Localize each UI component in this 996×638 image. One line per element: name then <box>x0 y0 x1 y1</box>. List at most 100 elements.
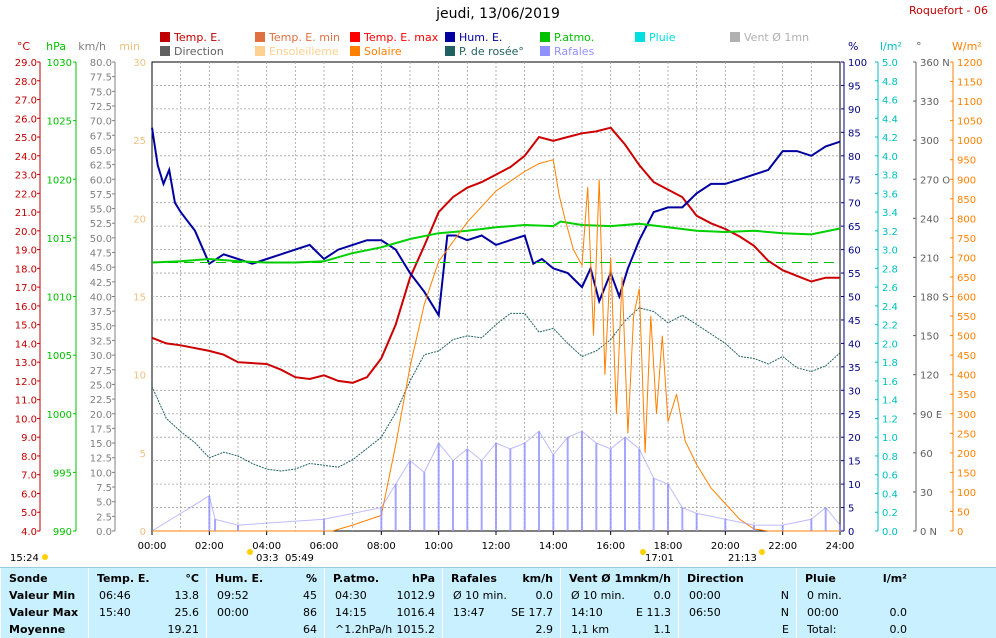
stats-row: 14:10 E 11.3 <box>561 604 679 621</box>
stats-header: Rafales km/h <box>443 570 561 587</box>
chart-title: jeudi, 13/06/2019 <box>436 6 560 22</box>
time-tick-label: 18:00 <box>654 541 683 552</box>
direction-tick-label: 240 <box>920 214 939 225</box>
time-tick-label: 24:00 <box>826 541 855 552</box>
sunshine-tick-label: 0 <box>140 527 146 538</box>
legend-swatch <box>350 46 360 56</box>
humidity-tick-label: 80 <box>848 152 861 163</box>
wind-tick-label: 40.0 <box>90 293 112 304</box>
wind-tick-label: 32.5 <box>90 336 112 347</box>
series-hum-e-line <box>151 127 841 319</box>
series-solaire-line <box>152 159 840 532</box>
stats-time: 09:52 <box>217 589 249 602</box>
rain-tick-label: 1.4 <box>882 396 898 407</box>
temp-tick-label: 25.0 <box>15 133 37 144</box>
legend-item: Solaire <box>350 45 402 59</box>
sun-marker-icon <box>42 554 48 560</box>
temp-tick-label: 21.0 <box>15 208 37 219</box>
rain-tick-label: 1.2 <box>882 414 898 425</box>
solar-tick-label: 1050 <box>957 117 982 128</box>
stats-time: Total: <box>807 623 837 636</box>
stats-value: N <box>780 606 789 619</box>
wind-tick-label: 42.5 <box>90 278 112 289</box>
solar-tick-label: 1100 <box>957 97 982 108</box>
stats-row: 09:52 45 <box>207 587 325 604</box>
humidity-tick-label: 90 <box>848 105 861 116</box>
stats-value: 13.8 <box>174 589 200 602</box>
stats-row: 00:00 N <box>679 587 797 604</box>
temp-tick-label: 20.0 <box>15 227 37 238</box>
time-marker-solar-noon: 17:01 <box>645 553 674 564</box>
stats-header: Direction <box>679 570 797 587</box>
wind-tick-label: 2.5 <box>96 512 112 523</box>
station-link[interactable]: Roquefort - 06 <box>909 4 988 17</box>
pressure-tick-label: 1005 <box>47 351 72 362</box>
solar-tick-label: 800 <box>957 214 976 225</box>
temp-tick-label: 6.0 <box>21 489 37 500</box>
legend-swatch <box>160 32 170 42</box>
wind-tick-label: 22.5 <box>90 395 112 406</box>
legend-label: P.atmo. <box>554 31 595 44</box>
stats-column: P.atmo. hPa 04:30 1012.9 14:15 1016.4 ^1.2hPa/… <box>324 568 443 638</box>
stats-value: 1012.9 <box>396 589 436 602</box>
stats-value: E 11.3 <box>636 606 671 619</box>
time-tick-label: 04:00 <box>252 541 281 552</box>
stats-panel: Sonde Valeur Min Valeur Max Moyenne Temp. E.… <box>0 567 996 638</box>
stats-value: 0.0 <box>889 606 908 619</box>
pressure-tick-label: 995 <box>53 468 72 479</box>
stats-value: 0.0 <box>535 589 554 602</box>
humidity-tick-label: 70 <box>848 199 861 210</box>
rain-tick-label: 0.8 <box>882 452 898 463</box>
temp-tick-label: 13.0 <box>15 358 37 369</box>
stats-row: Moyenne <box>1 621 89 638</box>
temp-tick-label: 9.0 <box>21 433 37 444</box>
pressure-tick-label: 1015 <box>47 234 72 245</box>
direction-tick-label: 120 <box>920 371 939 382</box>
time-marker-sunset: 21:13 <box>728 553 757 564</box>
temp-tick-label: 18.0 <box>15 264 37 275</box>
wind-tick-label: 62.5 <box>90 161 112 172</box>
stats-column: Pluie l/m² 0 min. 00:00 0.0 Total: 0.0 <box>796 568 915 638</box>
stats-row: 06:46 13.8 <box>89 587 207 604</box>
time-marker-sunrise: 03:3 <box>256 553 278 564</box>
stats-time: 14:10 <box>571 606 603 619</box>
stats-time: 14:15 <box>335 606 367 619</box>
stats-value: 2.9 <box>535 623 554 636</box>
wind-tick-label: 30.0 <box>90 351 112 362</box>
stats-value: N <box>780 589 789 602</box>
legend-label: Temp. E. min <box>269 31 340 44</box>
legend-label: Temp. E. max <box>364 31 439 44</box>
temp-tick-label: 23.0 <box>15 171 37 182</box>
temp-tick-label: 28.0 <box>15 77 37 88</box>
direction-tick-label: 180 S <box>920 293 949 304</box>
solar-tick-label: 850 <box>957 195 976 206</box>
rain-tick-label: 0.0 <box>882 527 898 538</box>
sunshine-tick-label: 10 <box>133 371 146 382</box>
temp-tick-label: 11.0 <box>15 396 37 407</box>
stats-row: 00:00 86 <box>207 604 325 621</box>
temp-tick-label: 8.0 <box>21 452 37 463</box>
legend-label: Hum. E. <box>459 31 503 44</box>
stats-row: ^1.2hPa/h 1015.2 <box>325 621 443 638</box>
humidity-tick-label: 25 <box>848 410 861 421</box>
stats-header-name: P.atmo. <box>333 572 380 585</box>
humidity-tick-label: 60 <box>848 246 861 257</box>
solar-tick-label: 700 <box>957 253 976 264</box>
legend-item: P.atmo. <box>540 31 594 45</box>
solar-tick-label: 500 <box>957 332 976 343</box>
legend-item: Temp. E. min <box>255 31 340 45</box>
stats-column: Rafales km/h Ø 10 min. 0.0 13:47 SE 17.7 2.9 <box>442 568 561 638</box>
stats-column: Sonde Valeur Min Valeur Max Moyenne <box>0 568 89 638</box>
rain-tick-label: 2.0 <box>882 339 898 350</box>
noon-marker-icon <box>640 549 646 555</box>
legend-label: Rafales <box>554 45 595 58</box>
stats-column: Hum. E.% 09:52 45 00:00 86 64 <box>206 568 325 638</box>
stats-header-unit: °C <box>185 572 199 585</box>
stats-row-label: Moyenne <box>9 623 66 636</box>
rain-tick-label: 0.6 <box>882 471 898 482</box>
stats-column: Vent Ø 1mn km/h Ø 10 min. 0.0 14:10 E 11.3 1,1… <box>560 568 679 638</box>
stats-header: P.atmo. hPa <box>325 570 443 587</box>
solar-tick-label: 650 <box>957 273 976 284</box>
direction-tick-label: 90 E <box>920 410 942 421</box>
stats-time: 00:00 <box>689 589 721 602</box>
